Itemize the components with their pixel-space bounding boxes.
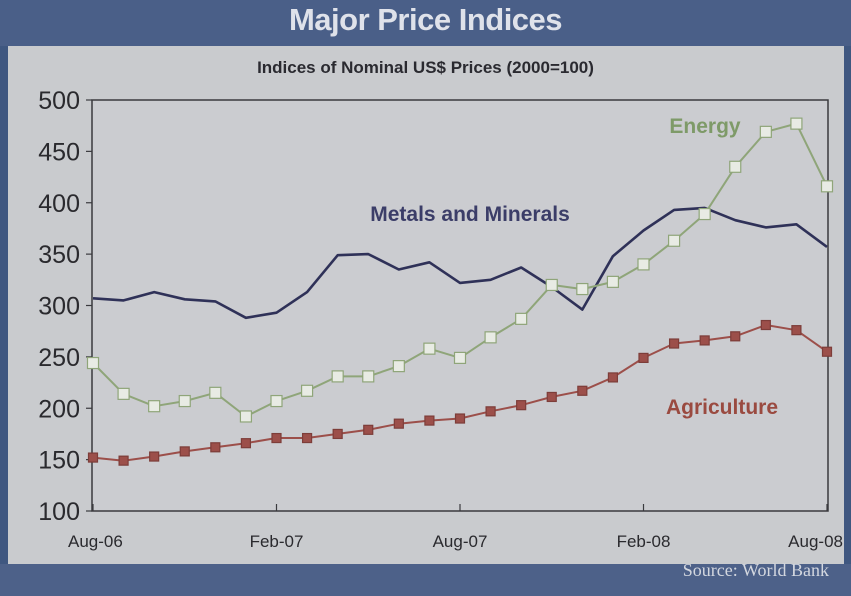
energy-point xyxy=(117,387,130,400)
energy-point xyxy=(790,117,803,130)
agriculture-point xyxy=(485,406,496,417)
energy-point xyxy=(362,370,375,383)
agriculture-point xyxy=(301,432,313,444)
energy-point xyxy=(178,394,191,408)
agriculture-point xyxy=(821,346,833,357)
agriculture-point xyxy=(271,432,282,444)
x-tick-label: Aug-07 xyxy=(433,532,488,551)
x-tick-label: Feb-08 xyxy=(617,532,671,551)
series-label-metals-and-minerals: Metals and Minerals xyxy=(370,203,570,226)
y-tick-label: 300 xyxy=(38,293,80,321)
agriculture-point xyxy=(546,391,557,403)
energy-point xyxy=(300,384,314,397)
y-tick-label: 250 xyxy=(38,344,80,372)
x-tick-label: Aug-08 xyxy=(788,532,843,551)
series-layer xyxy=(86,117,834,466)
agriculture-point xyxy=(607,372,619,383)
y-tick-label: 450 xyxy=(38,138,80,166)
agriculture-point xyxy=(210,442,221,453)
energy-point xyxy=(270,394,283,408)
agriculture-point xyxy=(638,352,649,364)
agriculture-point xyxy=(730,331,741,342)
y-tick-label: 100 xyxy=(38,498,80,526)
y-tick-label: 500 xyxy=(38,87,80,115)
energy-point xyxy=(698,207,711,221)
energy-point xyxy=(606,275,620,288)
agriculture-point xyxy=(791,325,802,336)
y-tick-label: 200 xyxy=(38,395,80,423)
agriculture-point xyxy=(454,413,466,424)
agriculture-point xyxy=(240,438,252,449)
energy-point xyxy=(392,360,405,373)
agriculture-point xyxy=(699,335,710,346)
energy-point xyxy=(667,234,681,247)
series-label-agriculture: Agriculture xyxy=(666,396,778,419)
energy-point xyxy=(148,400,161,413)
title-bar xyxy=(0,0,851,46)
energy-point xyxy=(239,410,253,423)
energy-point xyxy=(759,125,772,138)
chart-subtitle: Indices of Nominal US$ Prices (2000=100) xyxy=(257,58,594,77)
agriculture-point xyxy=(149,451,160,462)
energy-point xyxy=(86,356,100,370)
agriculture-point xyxy=(577,385,588,396)
y-tick-label: 350 xyxy=(38,241,80,269)
energy-point xyxy=(576,282,589,296)
agriculture-point xyxy=(332,428,343,440)
series-agriculture xyxy=(87,319,833,466)
energy-point xyxy=(331,370,344,383)
series-labels: Energy Metals and Minerals Agriculture xyxy=(370,115,778,419)
energy-point xyxy=(209,386,222,399)
energy-point xyxy=(729,160,742,173)
agriculture-point xyxy=(118,455,129,466)
agriculture-point xyxy=(516,400,527,411)
footer-bar xyxy=(0,564,851,596)
series-metals-and-minerals xyxy=(92,206,828,320)
series-label-energy: Energy xyxy=(669,115,741,138)
energy-point xyxy=(545,278,558,292)
agriculture-point xyxy=(760,319,771,331)
energy-point xyxy=(453,351,467,365)
x-tick-label: Aug-06 xyxy=(68,532,123,551)
agriculture-point xyxy=(424,415,435,426)
energy-point xyxy=(637,258,650,271)
energy-point xyxy=(515,312,528,325)
metals-and-minerals-line xyxy=(92,206,828,320)
agriculture-point xyxy=(393,418,404,429)
energy-point xyxy=(820,180,834,193)
series-energy xyxy=(86,117,834,423)
y-tick-label: 150 xyxy=(38,447,80,475)
agriculture-point xyxy=(179,446,190,457)
agriculture-point xyxy=(87,452,99,463)
y-tick-label: 400 xyxy=(38,190,80,218)
x-tick-label: Feb-07 xyxy=(250,532,304,551)
energy-point xyxy=(423,342,436,355)
agriculture-point xyxy=(668,338,680,349)
axes: 100 150 200 250 300 350 400 450 500 Aug-06 Feb-07 A… xyxy=(38,87,843,551)
source-note: Source: World Bank xyxy=(682,560,829,580)
energy-point xyxy=(484,331,497,344)
agriculture-point xyxy=(363,424,374,435)
chart-title: Major Price Indices xyxy=(288,2,563,37)
